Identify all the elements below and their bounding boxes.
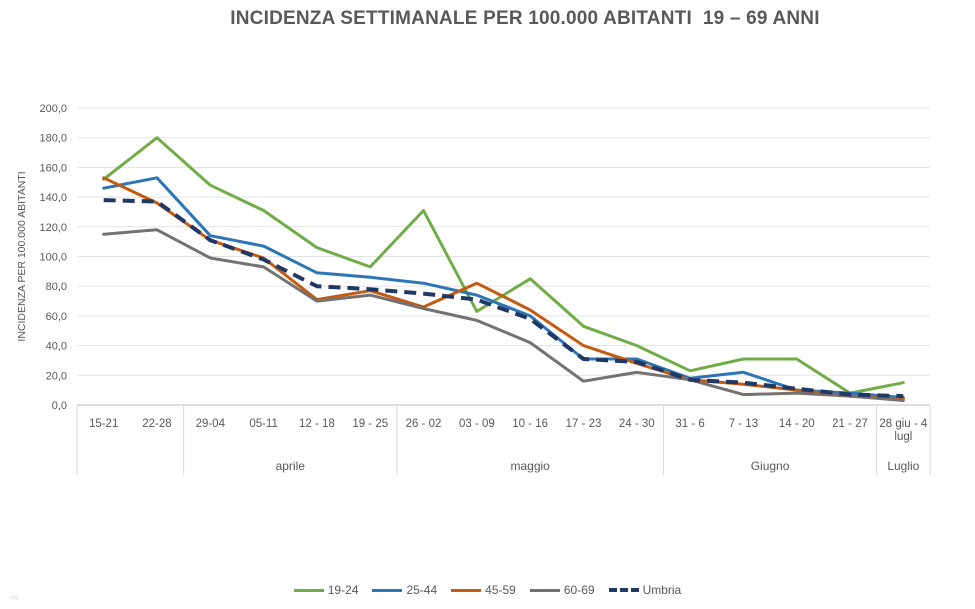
chart-legend: 19-24 25-44 45-59 60-69 Umbria xyxy=(0,583,975,597)
y-tick-label: 180,0 xyxy=(39,133,67,145)
x-tick-label: 24 - 30 xyxy=(619,418,655,430)
group-label: Luglio xyxy=(887,459,919,473)
y-tick-label: 40,0 xyxy=(46,341,67,353)
legend-label: 60-69 xyxy=(563,583,595,597)
x-tick-label: 22-28 xyxy=(142,418,171,430)
x-tick-label: 19 - 25 xyxy=(352,418,388,430)
y-tick-label: 60,0 xyxy=(46,311,67,323)
y-tick-label: 80,0 xyxy=(46,281,67,293)
legend-item: 60-69 xyxy=(529,583,595,597)
y-tick-label: 200,0 xyxy=(39,103,67,115)
legend-label: 25-44 xyxy=(406,583,438,597)
y-tick-label: 160,0 xyxy=(39,162,67,174)
x-tick-label: 21 - 27 xyxy=(832,418,868,430)
x-tick-label: 28 giu - 4 lugl xyxy=(879,418,928,443)
x-tick-label: 29-04 xyxy=(196,418,226,430)
chart-title: INCIDENZA SETTIMANALE PER 100.000 ABITAN… xyxy=(230,8,820,29)
legend-swatch xyxy=(608,588,639,592)
x-tick-label: 12 - 18 xyxy=(299,418,335,430)
group-label: Giugno xyxy=(751,459,790,473)
legend-swatch xyxy=(451,588,482,592)
group-label: aprile xyxy=(276,459,306,473)
line-chart: 0,0 20,0 40,0 60,0 80,0 100,0 120,0 140,0 160,0 1… xyxy=(16,103,931,475)
x-tick-label: 7 - 13 xyxy=(729,418,758,430)
series-line-45-59 xyxy=(102,176,905,401)
legend-item: 45-59 xyxy=(451,583,516,597)
legend-label: 19-24 xyxy=(327,583,359,597)
series-line-25-44 xyxy=(102,176,905,400)
x-tick-label: 26 - 02 xyxy=(406,418,442,430)
legend-label: 45-59 xyxy=(485,583,516,597)
y-tick-label: 0,0 xyxy=(52,400,67,412)
x-tick-label: 15-21 xyxy=(89,418,118,430)
group-label: maggio xyxy=(510,459,550,473)
y-tick-label: 20,0 xyxy=(46,370,67,382)
legend-item: 25-44 xyxy=(372,583,437,597)
arrow-icon: ⇨ xyxy=(10,592,20,604)
legend-item: Umbria xyxy=(608,583,682,597)
y-tick-label: 100,0 xyxy=(39,252,67,264)
series-line-60-69 xyxy=(102,228,905,402)
x-tick-label: 03 - 09 xyxy=(459,418,495,430)
y-axis-label: INCIDENZA PER 100.000 ABITANTI xyxy=(16,171,28,341)
x-tick-label: 10 - 16 xyxy=(512,418,548,430)
legend-swatch xyxy=(372,588,403,592)
legend-label: Umbria xyxy=(642,583,682,597)
legend-swatch xyxy=(293,588,324,592)
x-tick-label: 05-11 xyxy=(249,418,278,430)
legend-item: 19-24 xyxy=(293,583,359,597)
legend-swatch xyxy=(529,588,560,592)
y-tick-label: 140,0 xyxy=(39,192,67,204)
x-tick-label: 14 - 20 xyxy=(779,418,815,430)
x-tick-label: 31 - 6 xyxy=(675,418,704,430)
series-line-19-24 xyxy=(102,136,905,395)
series-line-umbria xyxy=(103,198,904,399)
x-tick-label: 17 - 23 xyxy=(566,418,602,430)
y-tick-label: 120,0 xyxy=(39,222,67,234)
